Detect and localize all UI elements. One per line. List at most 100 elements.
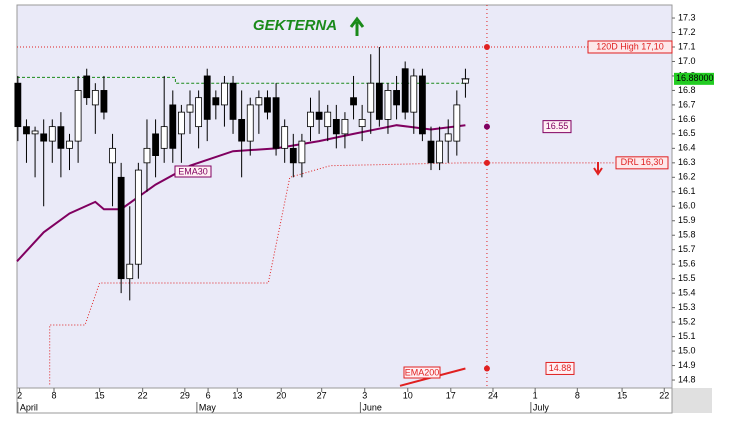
candle-body — [393, 90, 400, 106]
y-tick-label: 14.9 — [678, 360, 696, 370]
y-tick-label: 17.1 — [678, 41, 696, 51]
y-tick-label: 15.5 — [678, 273, 696, 283]
month-label: April — [20, 402, 38, 412]
y-tick-label: 15.8 — [678, 230, 696, 240]
candle-body — [203, 75, 211, 120]
x-tick-label: 15 — [95, 390, 105, 400]
candle-body — [436, 140, 444, 164]
candle-body — [264, 97, 271, 113]
candle-body — [238, 118, 246, 142]
candle-body — [384, 90, 392, 120]
last-price-tag — [674, 72, 714, 85]
candle-body — [453, 104, 461, 142]
x-tick-label: 29 — [180, 390, 190, 400]
x-axis-strip — [16, 387, 673, 414]
candle-body — [134, 169, 142, 265]
x-tick-label: 2 — [17, 390, 22, 400]
y-tick-label: 17.2 — [678, 27, 696, 37]
candle-body — [143, 147, 151, 164]
candle-body — [444, 133, 452, 142]
x-tick-label: 22 — [138, 390, 148, 400]
candle-body — [315, 111, 323, 120]
candle-body — [83, 75, 91, 99]
candle-body — [358, 118, 366, 128]
x-tick-label: 24 — [488, 390, 498, 400]
y-tick-label: 15.9 — [678, 215, 696, 225]
candle-body — [91, 90, 99, 106]
y-tick-label: 15.1 — [678, 331, 696, 341]
y-tick-label: 16.5 — [678, 128, 696, 138]
candle-body — [212, 97, 220, 106]
level-label-box — [615, 156, 669, 170]
down-arrow — [593, 162, 603, 176]
candle-body — [48, 126, 56, 142]
candle-body — [74, 90, 82, 142]
candle-body — [350, 97, 357, 106]
y-tick-label: 15.0 — [678, 345, 696, 355]
y-tick-label: 16.0 — [678, 201, 696, 211]
marker-label-box — [545, 361, 575, 375]
candle-body — [401, 68, 409, 113]
candle-body — [126, 263, 134, 280]
month-label: May — [199, 402, 217, 412]
candle-body — [221, 82, 228, 106]
x-tick-label: 27 — [317, 390, 327, 400]
y-tick-label: 17.0 — [678, 56, 696, 66]
candle-body — [177, 111, 185, 135]
candle-body — [23, 126, 30, 135]
x-tick-label: 1 — [533, 390, 538, 400]
candle-body — [14, 82, 22, 128]
overlay-line — [17, 76, 466, 84]
x-tick-label: 20 — [276, 390, 286, 400]
candle-body — [298, 140, 306, 164]
y-tick-label: 16.1 — [678, 186, 696, 196]
cursor-marker — [483, 123, 490, 130]
candle-body — [341, 118, 349, 135]
candle-body — [427, 140, 435, 164]
y-tick-label: 15.4 — [678, 288, 696, 298]
x-tick-label: 22 — [659, 390, 669, 400]
candle-body — [195, 97, 203, 128]
y-tick-label: 14.8 — [678, 374, 696, 384]
x-tick-label: 6 — [206, 390, 211, 400]
x-tick-label: 8 — [575, 390, 580, 400]
y-tick-label: 15.7 — [678, 244, 696, 254]
candle-body — [152, 133, 159, 156]
y-tick-label: 16.3 — [678, 157, 696, 167]
y-tick-label: 16.4 — [678, 143, 696, 153]
candle-body — [246, 104, 254, 142]
cursor-marker — [483, 43, 490, 50]
month-label: June — [362, 402, 382, 412]
candle-body — [109, 147, 116, 164]
candle-body — [31, 130, 39, 135]
candle-body — [375, 82, 383, 120]
candle-body — [40, 133, 48, 142]
marker-label: 16.55 — [546, 121, 569, 131]
cursor-marker — [483, 159, 490, 166]
up-arrow — [349, 16, 365, 36]
y-tick-label: 16.2 — [678, 172, 696, 182]
overlay-label-box — [403, 366, 441, 379]
x-tick-label: 8 — [52, 390, 57, 400]
candle-body — [186, 104, 194, 113]
y-tick-label: 17.3 — [678, 12, 696, 22]
cursor-marker — [483, 365, 490, 372]
candle-body — [255, 97, 263, 106]
overlay-label-box — [174, 165, 212, 178]
candle-body — [57, 126, 65, 149]
candle-body — [418, 75, 426, 135]
level-label: 120D High 17,10 — [596, 41, 664, 51]
y-tick-label: 16.7 — [678, 99, 696, 109]
plot-area — [16, 4, 673, 389]
level-label-box — [587, 40, 673, 54]
y-tick-label: 16.8 — [678, 85, 696, 95]
candle-body — [332, 118, 340, 135]
candle-body — [410, 75, 418, 113]
candle-body — [66, 140, 73, 149]
candle-body — [281, 126, 289, 149]
x-tick-label: 3 — [362, 390, 367, 400]
marker-label-box — [542, 120, 572, 134]
candle-body — [462, 78, 469, 84]
last-price-label: 16.88000 — [676, 73, 714, 83]
month-label: July — [533, 402, 550, 412]
